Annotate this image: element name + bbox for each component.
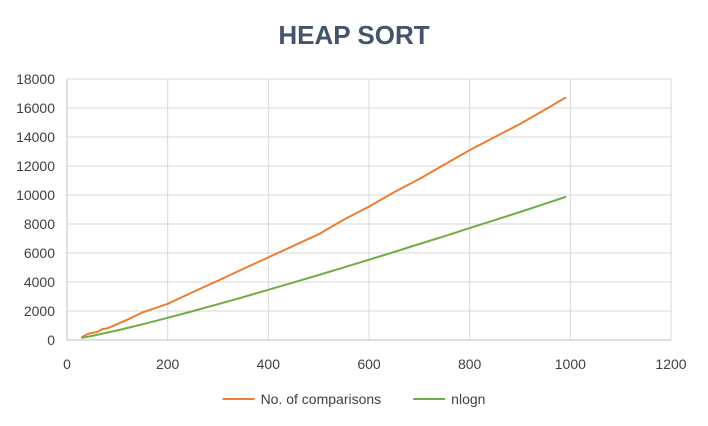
y-tick-label: 12000	[16, 158, 55, 174]
y-tick-label: 8000	[24, 216, 55, 232]
y-tick-label: 16000	[16, 100, 55, 116]
series-line-comparisons	[81, 96, 567, 339]
y-tick-label: 14000	[16, 129, 55, 145]
x-tick-label: 1200	[655, 356, 686, 372]
x-tick-label: 600	[357, 356, 381, 372]
grid	[67, 78, 672, 340]
x-tick-label: 800	[458, 356, 482, 372]
chart-title: HEAP SORT	[278, 20, 429, 50]
x-tick-label: 0	[63, 356, 71, 372]
series	[81, 96, 567, 339]
y-tick-label: 18000	[16, 71, 55, 87]
x-tick-label: 200	[156, 356, 180, 372]
legend-label: nlogn	[451, 391, 485, 407]
y-tick-label: 2000	[24, 303, 55, 319]
axes: 0200040006000800010000120001400016000180…	[16, 71, 687, 372]
x-tick-label: 400	[257, 356, 281, 372]
y-tick-label: 4000	[24, 274, 55, 290]
legend: No. of comparisons nlogn	[222, 391, 485, 407]
y-tick-label: 0	[47, 332, 55, 348]
legend-label: No. of comparisons	[261, 391, 382, 407]
y-tick-label: 6000	[24, 245, 55, 261]
series-line-nlogn	[81, 196, 567, 339]
x-tick-label: 1000	[555, 356, 586, 372]
y-tick-label: 10000	[16, 187, 55, 203]
